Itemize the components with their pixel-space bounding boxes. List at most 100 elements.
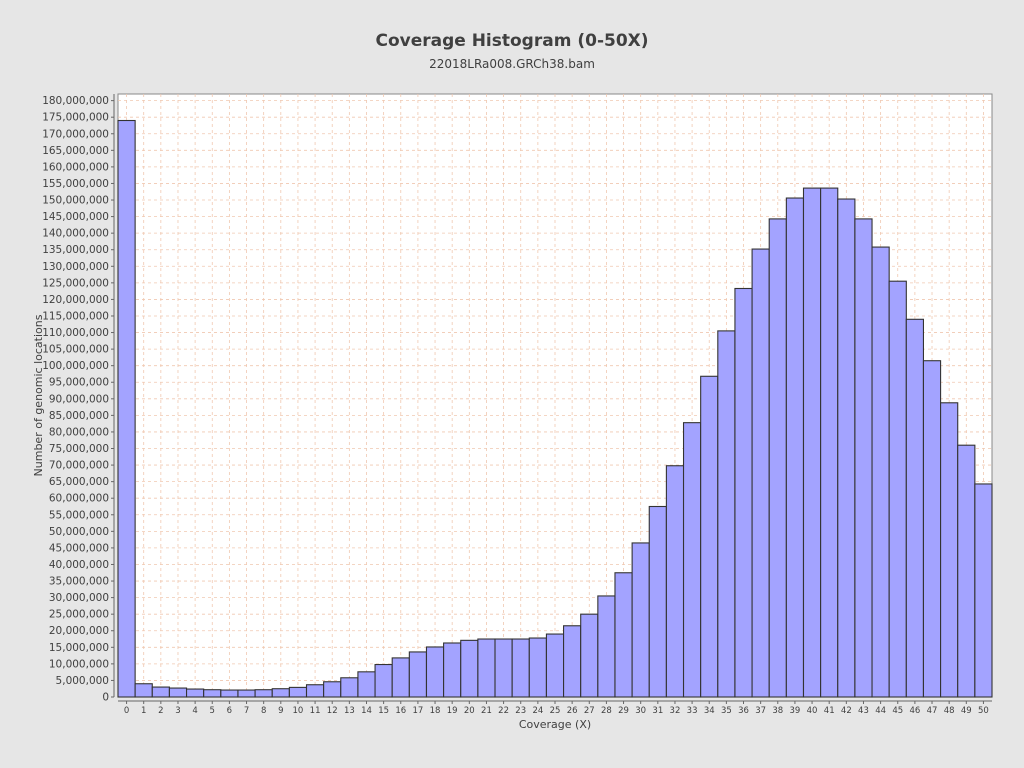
x-tick-label: 15: [378, 706, 389, 716]
y-tick-label: 90,000,000: [49, 393, 109, 405]
bar-50: [974, 483, 993, 698]
x-tick-label: 33: [687, 706, 698, 716]
y-tick-labels: 0 5,000,000 10,000,000 15,000,000 20,000,000…: [42, 95, 109, 703]
y-tick-label: 45,000,000: [49, 542, 109, 554]
y-axis-title: Number of genomic locations: [32, 314, 45, 476]
chart-subtitle: 22018LRa008.GRCh38.bam: [429, 57, 595, 71]
bar-35: [717, 330, 736, 698]
y-tick-label: 105,000,000: [42, 344, 109, 356]
y-tick-label: 55,000,000: [49, 509, 109, 521]
bar-48: [940, 402, 959, 698]
bar-19: [443, 642, 462, 698]
x-tick-label: 27: [584, 706, 595, 716]
y-tick-label: 170,000,000: [42, 128, 109, 140]
y-tick-label: 5,000,000: [56, 675, 109, 687]
y-tick-label: 25,000,000: [49, 609, 109, 621]
x-tick-label: 37: [755, 706, 766, 716]
y-tick-label: 80,000,000: [49, 426, 109, 438]
bar-36: [734, 287, 753, 698]
bar-24: [528, 637, 547, 698]
bar-15: [374, 663, 393, 698]
bar-6: [220, 689, 239, 698]
x-tick-label: 34: [704, 706, 715, 716]
bar-14: [357, 671, 376, 698]
x-tick-label: 16: [395, 706, 406, 716]
x-tick-label: 22: [498, 706, 509, 716]
y-tick-label: 95,000,000: [49, 377, 109, 389]
x-tick-label: 7: [244, 706, 249, 716]
x-tick-label: 38: [772, 706, 783, 716]
bar-33: [682, 422, 702, 698]
bar-17: [408, 651, 428, 698]
bar-16: [391, 657, 410, 698]
bar-32: [665, 465, 685, 698]
x-tick-label: 48: [944, 706, 955, 716]
x-tick-label: 31: [652, 706, 663, 716]
bar-3: [168, 687, 188, 698]
x-tick-label: 2: [158, 706, 163, 716]
x-tick-label: 13: [344, 706, 355, 716]
bar-0: [117, 119, 136, 698]
y-tick-label: 35,000,000: [49, 576, 109, 588]
x-tick-label: 44: [875, 706, 886, 716]
x-tick-label: 25: [550, 706, 561, 716]
bar-42: [837, 198, 856, 698]
x-tick-label: 32: [670, 706, 681, 716]
x-tick-label: 12: [327, 706, 338, 716]
bar-26: [563, 625, 582, 698]
x-axis-title: Coverage (X): [519, 718, 591, 731]
x-tick-label: 39: [790, 706, 801, 716]
bar-18: [425, 646, 445, 698]
chart-title: Coverage Histogram (0-50X): [375, 31, 649, 51]
bar-49: [957, 444, 976, 698]
x-tick-label: 26: [567, 706, 578, 716]
x-tick-label: 42: [841, 706, 852, 716]
axes: [111, 94, 992, 704]
y-tick-label: 30,000,000: [49, 592, 109, 604]
bar-28: [597, 595, 616, 698]
y-tick-label: 150,000,000: [42, 195, 109, 207]
x-tick-label: 1: [141, 706, 146, 716]
y-tick-label: 110,000,000: [42, 327, 109, 339]
x-tick-label: 23: [515, 706, 526, 716]
bar-25: [545, 633, 565, 698]
x-tick-label: 8: [261, 706, 266, 716]
y-tick-label: 75,000,000: [49, 443, 109, 455]
x-tick-label: 6: [227, 706, 232, 716]
y-tick-label: 10,000,000: [49, 658, 109, 670]
bar-41: [820, 187, 839, 698]
bar-46: [905, 318, 925, 698]
y-tick-label: 175,000,000: [42, 112, 109, 124]
y-tick-label: 130,000,000: [42, 261, 109, 273]
bar-2: [151, 686, 170, 698]
x-tick-label: 3: [175, 706, 180, 716]
x-tick-label: 50: [978, 706, 989, 716]
bar-10: [288, 686, 308, 698]
bar-40: [802, 187, 822, 698]
bar-9: [271, 688, 290, 698]
x-tick-label: 46: [909, 706, 920, 716]
bar-37: [751, 248, 770, 698]
y-tick-label: 100,000,000: [42, 360, 109, 372]
bar-7: [237, 689, 256, 698]
bar-39: [785, 197, 805, 698]
bar-27: [580, 613, 599, 698]
bar-47: [922, 360, 942, 698]
x-tick-label: 9: [278, 706, 283, 716]
bar-23: [511, 638, 530, 698]
bar-34: [700, 375, 719, 698]
x-tick-label: 40: [807, 706, 818, 716]
x-tick-label: 45: [892, 706, 903, 716]
bar-20: [460, 639, 479, 698]
y-tick-label: 115,000,000: [42, 310, 109, 322]
y-tick-label: 155,000,000: [42, 178, 109, 190]
bar-22: [494, 638, 513, 698]
x-tick-label: 43: [858, 706, 869, 716]
y-tick-label: 120,000,000: [42, 294, 109, 306]
bar-5: [203, 689, 222, 698]
bar-29: [614, 572, 633, 698]
y-tick-label: 60,000,000: [49, 493, 109, 505]
x-tick-labels: 0 1 2 3 4 5 6 7 8 9 10 11 12 13 14 15 16 17 18 19 20 21 22 23 24…: [124, 706, 989, 716]
bar-4: [185, 688, 205, 698]
bar-1: [134, 683, 153, 698]
